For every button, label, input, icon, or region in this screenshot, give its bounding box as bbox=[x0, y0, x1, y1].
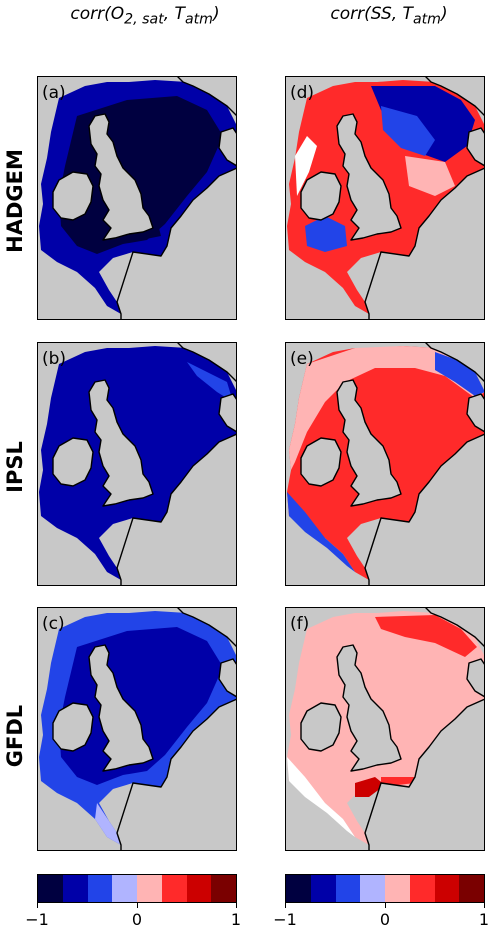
colorbar-cell bbox=[335, 875, 361, 902]
colorbar-left-tick-max bbox=[236, 903, 237, 908]
colorbar-right-label-max: 1 bbox=[478, 910, 490, 929]
colorbar-left-tick-min bbox=[37, 903, 38, 908]
map-panel-d: (d) bbox=[285, 76, 485, 320]
colorbar-left-tick-zero bbox=[137, 903, 138, 908]
colorbar-right-tick-max bbox=[484, 903, 485, 908]
colorbar-cell bbox=[87, 875, 113, 902]
colorbar-right-label-min: −1 bbox=[273, 910, 297, 929]
panel-label: (b) bbox=[42, 349, 66, 369]
panel-label: (c) bbox=[42, 614, 65, 634]
colorbar-cell bbox=[434, 875, 460, 902]
map-panel-f: (f) bbox=[285, 607, 485, 851]
colorbar-cell bbox=[310, 875, 336, 902]
column-title-o2sat: corr(O2, sat, Tatm) bbox=[70, 4, 220, 28]
panel-label: (f) bbox=[290, 614, 309, 634]
colorbar-left-label-max: 1 bbox=[230, 910, 242, 929]
colorbar-cell bbox=[137, 875, 162, 902]
panel-label: (d) bbox=[290, 83, 314, 103]
row-label-hadgem: HADGEM bbox=[3, 149, 27, 253]
colorbar-left-label-zero: 0 bbox=[131, 910, 143, 929]
colorbar-right-label-zero: 0 bbox=[379, 910, 391, 929]
colorbar-cell bbox=[385, 875, 410, 902]
colorbar-cell bbox=[211, 875, 236, 902]
colorbar-cell bbox=[409, 875, 435, 902]
colorbar-right bbox=[285, 874, 485, 903]
row-label-ipsl: IPSL bbox=[3, 441, 27, 493]
colorbar-cell bbox=[459, 875, 484, 902]
colorbar-left-label-min: −1 bbox=[25, 910, 49, 929]
colorbar-cell bbox=[186, 875, 212, 902]
colorbar-cell bbox=[62, 875, 88, 902]
colorbar-right-tick-zero bbox=[385, 903, 386, 908]
colorbar-cell bbox=[38, 875, 63, 902]
colorbar-left bbox=[37, 874, 237, 903]
map-panel-b: (b) bbox=[37, 342, 237, 586]
colorbar-cell bbox=[112, 875, 137, 902]
colorbar-right-tick-min bbox=[285, 903, 286, 908]
map-panel-c: (c) bbox=[37, 607, 237, 851]
colorbar-cell bbox=[161, 875, 187, 902]
column-title-ss: corr(SS, Tatm) bbox=[330, 4, 448, 28]
panel-label: (e) bbox=[290, 349, 314, 369]
map-panel-a: (a) bbox=[37, 76, 237, 320]
row-label-gfdl: GFDL bbox=[3, 704, 27, 768]
colorbar-cell bbox=[360, 875, 385, 902]
colorbar-cell bbox=[286, 875, 311, 902]
panel-label: (a) bbox=[42, 83, 66, 103]
map-panel-e: (e) bbox=[285, 342, 485, 586]
